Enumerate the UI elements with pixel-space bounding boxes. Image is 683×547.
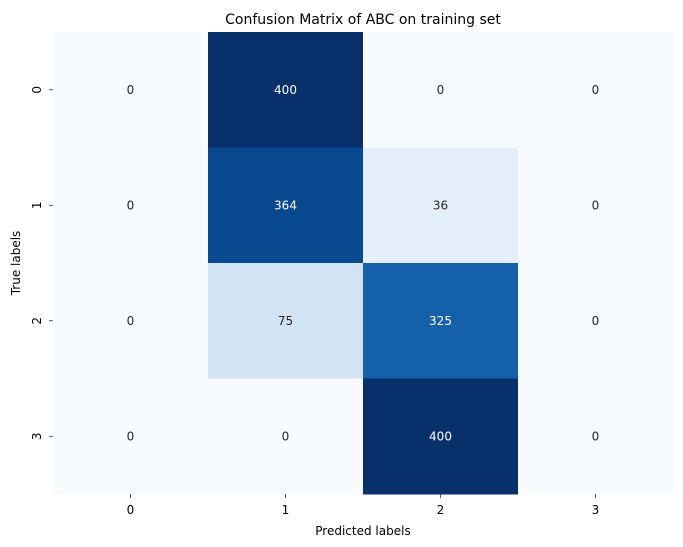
cell-value-r0-c0: 0 [127,83,135,97]
heatmap-cell-r1-c0 [53,147,209,264]
cell-value-r0-c3: 0 [592,83,600,97]
y-tick-label-1: 1 [30,201,44,209]
x-tick-label-3: 3 [592,503,600,517]
heatmap-cell-r1-c3 [518,147,674,264]
heatmap-cell-r2-c0 [53,263,209,379]
y-tick-label-2: 2 [30,317,44,325]
cell-value-r1-c0: 0 [127,198,135,212]
heatmap-cell-r3-c2 [363,378,519,495]
x-axis-label: Predicted labels [315,524,410,538]
heatmap-cell-r1-c1 [208,147,364,264]
cell-value-r3-c0: 0 [127,429,135,443]
cell-value-r2-c1: 75 [278,314,293,328]
heatmap-cells [53,32,674,495]
cell-value-r0-c1: 400 [274,83,297,97]
cell-value-r2-c2: 325 [429,314,452,328]
x-tick-label-1: 1 [282,503,290,517]
y-axis-ticks: 0 1 2 3 [30,86,53,440]
heatmap-cell-r0-c3 [518,32,674,148]
heatmap-cell-r0-c0 [53,32,209,148]
cell-value-r0-c2: 0 [437,83,445,97]
heatmap-cell-r0-c2 [363,32,519,148]
cell-value-r3-c3: 0 [592,429,600,443]
cell-value-r2-c0: 0 [127,314,135,328]
cell-value-r1-c1: 364 [274,198,297,212]
chart-title: Confusion Matrix of ABC on training set [225,12,501,28]
heatmap-cell-r1-c2 [363,147,519,264]
heatmap-cell-r3-c1 [208,378,364,495]
heatmap-cell-r2-c2 [363,263,519,379]
heatmap-cell-r0-c1 [208,32,364,148]
y-axis-label: True labels [9,231,23,297]
heatmap-cell-r2-c1 [208,263,364,379]
y-tick-label-0: 0 [30,86,44,94]
cell-value-r3-c1: 0 [282,429,290,443]
cell-value-r2-c3: 0 [592,314,600,328]
heatmap-cell-r3-c0 [53,378,209,495]
y-tick-label-3: 3 [30,432,44,440]
cell-value-r1-c3: 0 [592,198,600,212]
heatmap-cell-r3-c3 [518,378,674,495]
x-axis-ticks: 0 1 2 3 [127,494,600,517]
x-tick-label-2: 2 [437,503,445,517]
cell-value-r3-c2: 400 [429,429,452,443]
heatmap-cell-r2-c3 [518,263,674,379]
x-tick-label-0: 0 [127,503,135,517]
heatmap-cell-labels: 0 400 0 0 0 364 36 0 0 75 325 0 0 0 400 0 [127,83,600,444]
cell-value-r1-c2: 36 [433,198,448,212]
